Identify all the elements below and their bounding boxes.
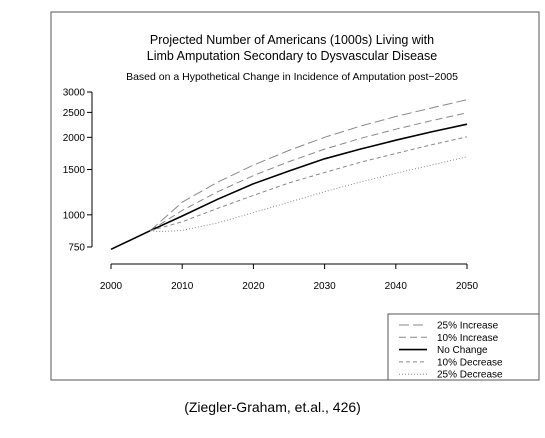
- series-line-3: [150, 136, 468, 232]
- chart-title: Projected Number of Americans (1000s) Li…: [150, 33, 434, 47]
- series-line-0: [149, 99, 468, 232]
- x-tick-label: 2030: [313, 281, 336, 292]
- chart-title-line2: Limb Amputation Secondary to Dysvascular…: [147, 49, 437, 63]
- chart-subtitle: Based on a Hypothetical Change in Incide…: [126, 71, 458, 83]
- legend-label: No Change: [437, 345, 488, 356]
- y-tick-label: 750: [68, 243, 85, 254]
- series-line-4: [150, 156, 468, 233]
- legend-label: 10% Increase: [437, 333, 499, 344]
- legend-label: 25% Increase: [437, 321, 499, 332]
- series-line-1: [149, 112, 468, 232]
- y-tick-label: 2500: [63, 108, 86, 119]
- plot-border: [50, 11, 540, 381]
- figure-caption: (Ziegler-Graham, et.al., 426): [184, 399, 361, 415]
- x-tick-label: 2020: [242, 281, 265, 292]
- x-tick-label: 2040: [385, 281, 408, 292]
- y-tick-label: 2000: [63, 133, 86, 144]
- x-tick-label: 2050: [456, 281, 479, 292]
- y-tick-label: 1500: [63, 165, 86, 176]
- series-line-2: [149, 123, 468, 232]
- legend-label: 10% Decrease: [437, 357, 503, 368]
- series-layer: [110, 99, 468, 251]
- x-tick-label: 2010: [171, 281, 194, 292]
- x-tick-label: 2000: [100, 281, 123, 292]
- y-tick-label: 3000: [63, 88, 86, 99]
- axes-layer: 2000 2010 2020 2030 2040 2050 750 1000 1500 2000 2…: [63, 88, 479, 293]
- series-line-baseline: [110, 229, 151, 251]
- y-tick-label: 1000: [63, 210, 86, 221]
- legend-label: 25% Decrease: [437, 370, 503, 381]
